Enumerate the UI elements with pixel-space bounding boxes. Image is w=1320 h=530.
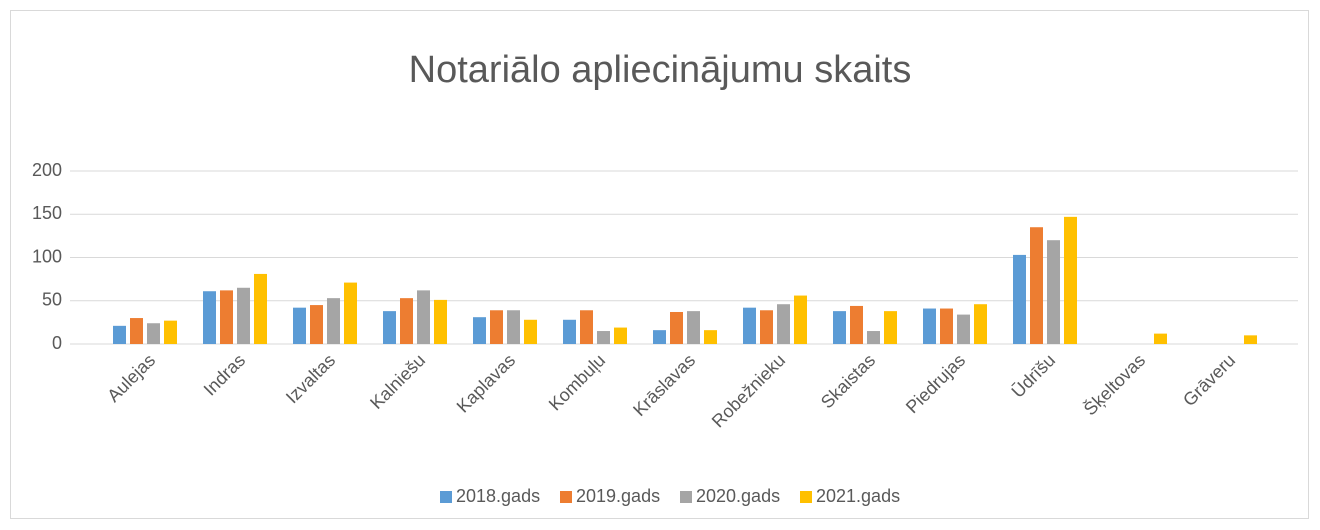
bar [400,298,413,344]
bar [580,310,593,344]
bar [434,299,447,344]
bar [614,327,627,344]
bar [850,305,863,344]
legend-label: 2020.gads [696,486,780,506]
bar [777,304,790,344]
y-tick-label: 0 [52,333,62,353]
bar [597,331,610,344]
bar [794,295,807,344]
legend-label: 2021.gads [816,486,900,506]
legend-swatch [440,491,452,503]
bar [884,311,897,344]
bar [164,320,177,344]
legend-swatch [560,491,572,503]
bar [417,290,430,344]
bar [1013,254,1026,344]
bar [974,304,987,344]
legend-swatch [800,491,812,503]
bar [310,305,323,344]
bar [220,290,233,344]
legend-label: 2019.gads [576,486,660,506]
y-tick-label: 150 [32,203,62,223]
bar [704,330,717,344]
bar [524,319,537,344]
bar [1154,333,1167,344]
bar [940,308,953,344]
bar [1244,335,1257,344]
bar [687,311,700,344]
bar [383,311,396,344]
bar [490,310,503,344]
bar [254,273,267,344]
bar [293,307,306,344]
bar [1047,240,1060,344]
bar [653,330,666,344]
bar [203,291,216,344]
bar [957,314,970,344]
bar [833,311,846,344]
bar [507,310,520,344]
bar [760,310,773,344]
bar [743,307,756,344]
bar [867,331,880,344]
bar [237,287,250,344]
bar [563,319,576,344]
y-tick-label: 200 [32,160,62,180]
bar [130,318,143,344]
legend-swatch [680,491,692,503]
bar [1064,216,1077,344]
y-tick-label: 100 [32,246,62,266]
bar [344,282,357,344]
legend-label: 2018.gads [456,486,540,506]
bar [327,298,340,344]
y-tick-label: 50 [42,290,62,310]
bar [1030,227,1043,344]
bar [670,311,683,344]
chart-title: Notariālo apliecinājumu skaits [409,49,912,91]
bar [473,317,486,344]
bar [113,325,126,344]
bar [147,323,160,344]
chart-border [10,10,1309,519]
bar [923,308,936,344]
